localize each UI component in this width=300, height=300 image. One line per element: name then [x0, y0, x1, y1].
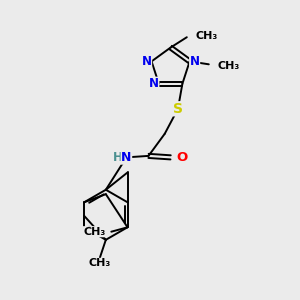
- Text: S: S: [173, 102, 183, 116]
- Text: H: H: [113, 151, 123, 164]
- Text: CH₃: CH₃: [89, 258, 111, 268]
- Text: O: O: [176, 151, 187, 164]
- Text: CH₃: CH₃: [83, 227, 105, 237]
- Text: N: N: [149, 77, 159, 90]
- Text: N: N: [190, 55, 200, 68]
- Text: N: N: [121, 151, 132, 164]
- Text: CH₃: CH₃: [195, 31, 217, 41]
- Text: N: N: [142, 55, 152, 68]
- Text: CH₃: CH₃: [217, 61, 239, 71]
